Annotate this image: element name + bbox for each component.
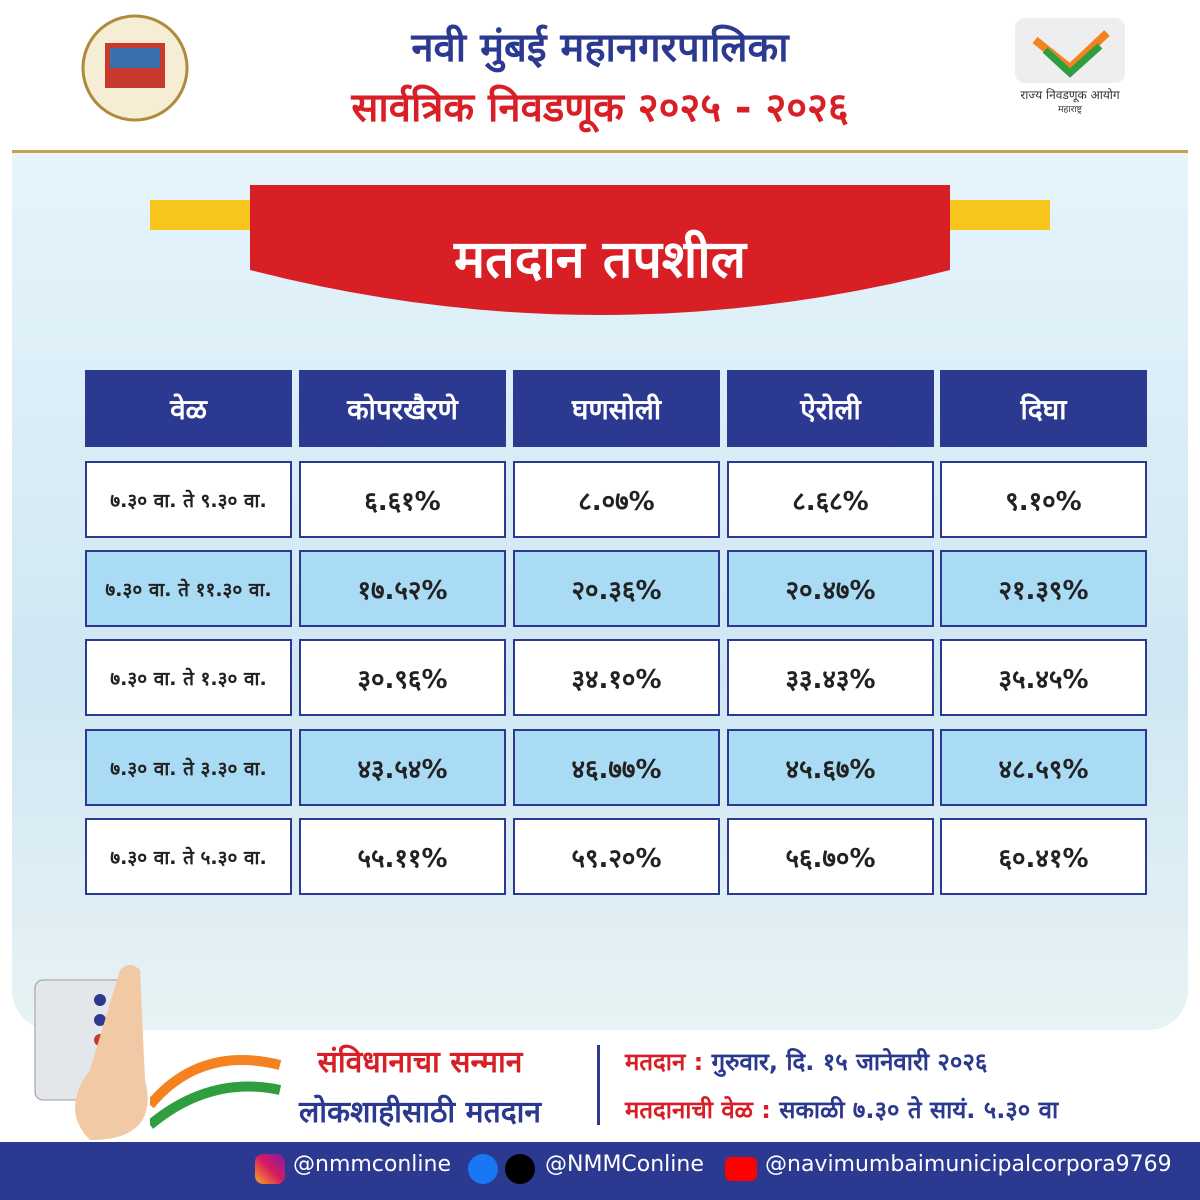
value-cell: ४५.६७% xyxy=(727,729,934,806)
slogan: लोकशाहीसाठी मतदान xyxy=(298,1095,542,1130)
value-cell: ४३.५४% xyxy=(299,729,506,806)
header-cell: वेळ xyxy=(85,370,292,447)
header-cell: कोपरखैरणे xyxy=(299,370,506,447)
social-bar xyxy=(0,1142,1200,1200)
value-cell: ५९.२०% xyxy=(513,818,720,895)
time-cell: ७.३० वा. ते १.३० वा. xyxy=(85,639,292,716)
facebook-x-handle[interactable]: @NMMConline xyxy=(545,1152,704,1177)
header-cell: घणसोली xyxy=(513,370,720,447)
value-cell: ३५.४५% xyxy=(940,639,1147,716)
nmmc-logo xyxy=(81,14,189,122)
banner-title: मतदान तपशील xyxy=(453,230,747,290)
date-line: मतदान : गुरुवार, दि. १५ जानेवारी २०२६ xyxy=(625,1045,987,1078)
value-cell: ४८.५९% xyxy=(940,729,1147,806)
value-cell: ६०.४१% xyxy=(940,818,1147,895)
time-cell: ७.३० वा. ते ३.३० वा. xyxy=(85,729,292,806)
value-cell: २०.४७% xyxy=(727,550,934,627)
value-cell: ८.६८% xyxy=(727,461,934,538)
time-cell: ७.३० वा. ते ५.३० वा. xyxy=(85,818,292,895)
value-cell: ५५.११% xyxy=(299,818,506,895)
slogan: संविधानाचा सन्मान xyxy=(317,1045,523,1080)
youtube-handle[interactable]: @navimumbaimunicipalcorpora9769 xyxy=(765,1152,1172,1177)
flag-swoosh xyxy=(150,1055,282,1129)
header-cell: ऐरोली xyxy=(727,370,934,447)
instagram-icon[interactable] xyxy=(255,1154,285,1184)
x-icon[interactable] xyxy=(505,1154,535,1184)
commission-name: राज्य निवडणूक आयोग xyxy=(1020,88,1120,102)
date-value: गुरुवार, दि. १५ जानेवारी २०२६ xyxy=(711,1048,988,1076)
value-cell: ९.१०% xyxy=(940,461,1147,538)
value-cell: १७.५२% xyxy=(299,550,506,627)
date-label: मतदान : xyxy=(625,1048,704,1076)
value-cell: ८.०७% xyxy=(513,461,720,538)
value-cell: २१.३९% xyxy=(940,550,1147,627)
commission-logo xyxy=(1015,18,1125,83)
commission-state: महाराष्ट्र xyxy=(1058,105,1082,115)
instagram-handle[interactable]: @nmmconline xyxy=(293,1152,452,1177)
value-cell: ६.६१% xyxy=(299,461,506,538)
time-cell: ७.३० वा. ते ११.३० वा. xyxy=(85,550,292,627)
value-cell: ५६.७०% xyxy=(727,818,934,895)
banner-ribbon xyxy=(150,185,1050,315)
youtube-icon[interactable] xyxy=(725,1157,757,1181)
time-value: सकाळी ७.३० ते सायं. ५.३० वा xyxy=(779,1096,1059,1124)
time-cell: ७.३० वा. ते ९.३० वा. xyxy=(85,461,292,538)
value-cell: २०.३६% xyxy=(513,550,720,627)
value-cell: ३३.४३% xyxy=(727,639,934,716)
facebook-icon[interactable] xyxy=(468,1154,498,1184)
header-cell: दिघा xyxy=(940,370,1147,447)
value-cell: ३०.९६% xyxy=(299,639,506,716)
voting-hand xyxy=(34,965,148,1140)
value-cell: ३४.१०% xyxy=(513,639,720,716)
time-label: मतदानाची वेळ : xyxy=(625,1096,771,1124)
subtitle: सार्वत्रिक निवडणूक २०२५ - २०२६ xyxy=(351,85,849,131)
divider xyxy=(597,1045,600,1125)
title: नवी मुंबई महानगरपालिका xyxy=(411,25,789,71)
value-cell: ४६.७७% xyxy=(513,729,720,806)
time-line: मतदानाची वेळ : सकाळी ७.३० ते सायं. ५.३० … xyxy=(625,1093,1058,1126)
